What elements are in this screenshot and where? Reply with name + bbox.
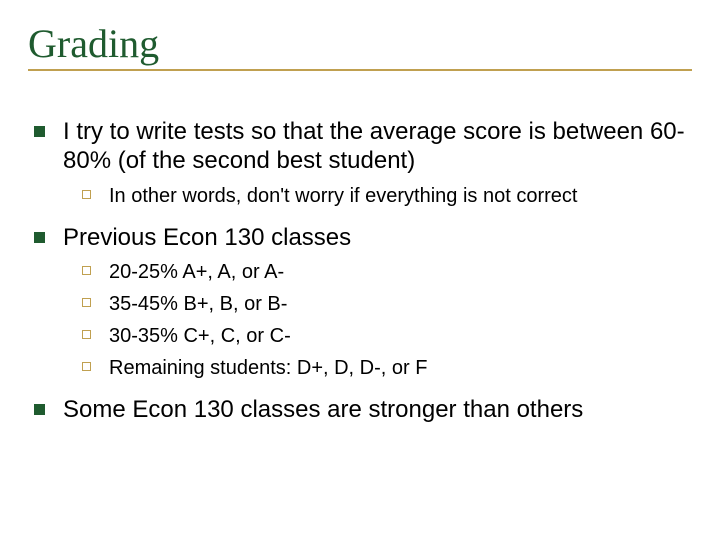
- sub-list-item: In other words, don't worry if everythin…: [82, 184, 686, 209]
- list-item: Previous Econ 130 classes: [34, 223, 686, 252]
- list-item-text: Some Econ 130 classes are stronger than …: [63, 395, 583, 424]
- list-item: Some Econ 130 classes are stronger than …: [34, 395, 686, 424]
- list-item: I try to write tests so that the average…: [34, 117, 686, 176]
- sub-list: 20-25% A+, A, or A- 35-45% B+, B, or B- 30…: [82, 260, 686, 381]
- sub-list-item-text: 20-25% A+, A, or A-: [109, 260, 284, 285]
- square-bullet-icon: [34, 404, 45, 415]
- list-item-text: I try to write tests so that the average…: [63, 117, 686, 176]
- sub-list-item: Remaining students: D+, D, D-, or F: [82, 356, 686, 381]
- slide: Grading I try to write tests so that the…: [0, 0, 720, 540]
- slide-title: Grading: [28, 20, 692, 67]
- sub-list-item-text: Remaining students: D+, D, D-, or F: [109, 356, 427, 381]
- sub-list-item-text: In other words, don't worry if everythin…: [109, 184, 577, 209]
- sub-list-item-text: 35-45% B+, B, or B-: [109, 292, 287, 317]
- square-bullet-icon: [34, 126, 45, 137]
- hollow-square-bullet-icon: [82, 298, 91, 307]
- slide-content: I try to write tests so that the average…: [28, 117, 692, 424]
- square-bullet-icon: [34, 232, 45, 243]
- hollow-square-bullet-icon: [82, 362, 91, 371]
- sub-list-item-text: 30-35% C+, C, or C-: [109, 324, 291, 349]
- title-rule: Grading: [28, 20, 692, 71]
- sub-list-item: 35-45% B+, B, or B-: [82, 292, 686, 317]
- sub-list-item: 20-25% A+, A, or A-: [82, 260, 686, 285]
- hollow-square-bullet-icon: [82, 190, 91, 199]
- hollow-square-bullet-icon: [82, 330, 91, 339]
- hollow-square-bullet-icon: [82, 266, 91, 275]
- list-item-text: Previous Econ 130 classes: [63, 223, 351, 252]
- sub-list: In other words, don't worry if everythin…: [82, 184, 686, 209]
- sub-list-item: 30-35% C+, C, or C-: [82, 324, 686, 349]
